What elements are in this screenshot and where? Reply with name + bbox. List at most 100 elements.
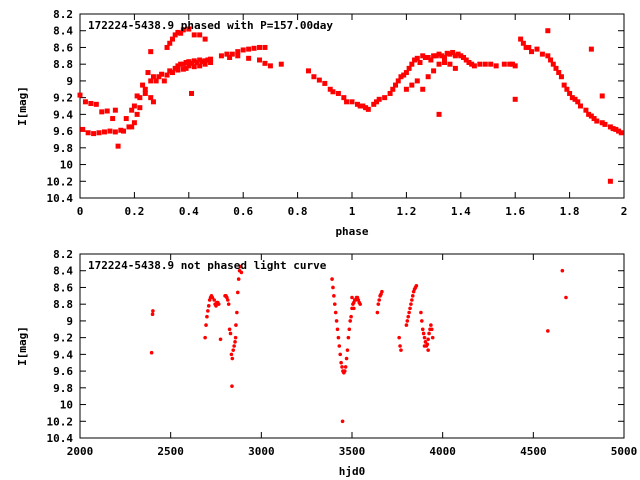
data-point (407, 310, 411, 315)
data-point (232, 344, 236, 348)
data-point (186, 26, 192, 32)
data-point (560, 268, 565, 273)
data-point (395, 78, 401, 84)
data-point (344, 99, 350, 105)
x-tick-label: 3000 (248, 445, 275, 458)
y-tick-label: 10 (60, 399, 73, 412)
data-point (409, 302, 413, 306)
data-point (225, 298, 230, 302)
data-point (348, 319, 352, 323)
data-point (191, 58, 197, 64)
data-point (586, 111, 592, 117)
data-point (322, 80, 328, 86)
data-point (194, 60, 200, 66)
data-point (616, 128, 622, 134)
y-axis-label: I[mag] (16, 86, 29, 126)
data-point (131, 103, 137, 109)
data-point (262, 44, 268, 50)
data-point (373, 99, 379, 105)
data-point (161, 78, 167, 84)
data-point (197, 63, 203, 69)
data-point (240, 47, 246, 53)
data-point (235, 53, 241, 59)
data-point (431, 68, 437, 74)
data-point (529, 49, 535, 55)
data-point (558, 74, 564, 80)
data-point (347, 327, 352, 332)
data-point (229, 352, 234, 357)
data-point (199, 59, 205, 65)
plot-frame (79, 253, 625, 439)
x-tick-label: 0.2 (124, 205, 144, 218)
data-point (352, 306, 356, 311)
data-point (123, 116, 129, 122)
y-axis-label: I[mag] (16, 326, 29, 366)
data-point (569, 95, 575, 101)
data-point (134, 111, 140, 117)
data-point (224, 51, 230, 57)
data-point (178, 61, 184, 67)
data-point (96, 130, 102, 136)
data-point (414, 78, 420, 84)
x-tick-label: 2 (621, 205, 628, 218)
data-point (344, 356, 349, 361)
data-point (101, 129, 107, 135)
data-point (236, 277, 241, 281)
y-tick-label: 10.2 (47, 415, 74, 428)
data-point (397, 335, 401, 340)
x-tick-label: 4000 (429, 445, 456, 458)
data-point (208, 56, 214, 62)
data-point (399, 348, 403, 352)
data-point (350, 295, 354, 300)
data-point (186, 59, 192, 65)
y-tick-label: 10.2 (47, 175, 74, 188)
data-point (231, 348, 236, 352)
data-point (257, 44, 263, 50)
data-point (512, 63, 518, 69)
data-point (410, 294, 415, 298)
data-point (363, 105, 369, 111)
data-point (335, 327, 340, 332)
data-point (463, 57, 469, 63)
data-point (151, 309, 155, 313)
data-point (556, 70, 562, 76)
x-tick-label: 1.6 (505, 205, 525, 218)
data-point (342, 369, 347, 373)
data-point (349, 99, 355, 105)
data-point (534, 46, 540, 52)
y-tick-label: 9.2 (53, 332, 73, 345)
data-point (488, 61, 494, 67)
data-point (251, 45, 257, 51)
data-point (169, 36, 175, 42)
data-point (186, 63, 192, 69)
data-point (466, 60, 472, 66)
x-tick-label: 1.4 (451, 205, 471, 218)
data-point (331, 285, 335, 290)
data-point (567, 90, 573, 96)
data-point (180, 27, 186, 33)
data-point (178, 30, 184, 36)
data-point (376, 302, 381, 306)
data-point (539, 51, 545, 57)
data-point (607, 124, 613, 130)
data-point (137, 95, 143, 101)
data-point (577, 103, 583, 109)
data-point (208, 60, 214, 66)
data-point (234, 323, 238, 327)
data-point (380, 289, 384, 294)
y-tick-label: 8.2 (53, 248, 73, 261)
x-tick-label: 2000 (67, 445, 94, 458)
data-point (420, 53, 426, 59)
data-point (175, 29, 181, 35)
data-point (330, 89, 336, 95)
data-point (327, 86, 333, 92)
data-point (607, 178, 613, 184)
data-point (337, 344, 342, 348)
data-point (422, 344, 427, 348)
data-point (458, 53, 464, 59)
data-point (341, 95, 347, 101)
y-tick-label: 10.4 (47, 432, 74, 445)
y-tick-label: 9 (66, 315, 73, 328)
data-point (441, 54, 447, 60)
